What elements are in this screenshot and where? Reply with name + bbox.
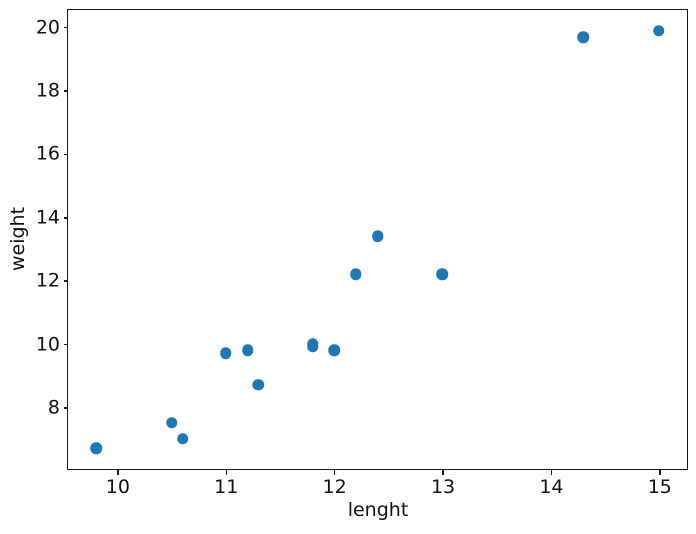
- y-tick-mark: [63, 26, 68, 29]
- x-tick-label: 10: [105, 476, 130, 498]
- x-tick-label: 11: [214, 476, 239, 498]
- scatter-point: [350, 268, 362, 281]
- scatter-point: [653, 25, 665, 37]
- scatter-point: [436, 268, 449, 281]
- x-tick-mark: [333, 470, 336, 475]
- y-tick-label: 10: [35, 333, 60, 356]
- y-tick-mark: [63, 217, 68, 219]
- plot-area: [67, 9, 688, 470]
- x-tick-label: 14: [539, 476, 564, 498]
- scatter-point: [577, 31, 589, 43]
- y-axis-label: weight: [7, 206, 29, 272]
- x-tick-label: 13: [430, 476, 456, 498]
- scatter-point: [176, 432, 189, 445]
- x-tick-label: 12: [322, 476, 347, 498]
- y-tick-label: 16: [35, 142, 60, 165]
- y-tick-mark: [63, 90, 68, 92]
- scatter-point: [252, 379, 265, 391]
- x-axis-label: lenght: [347, 499, 409, 521]
- scatter-point: [371, 230, 384, 243]
- y-tick-label: 18: [35, 79, 60, 102]
- y-tick-label: 20: [35, 16, 60, 39]
- x-tick-mark: [225, 470, 227, 475]
- x-tick-mark: [659, 470, 661, 475]
- scatter-point: [166, 417, 178, 429]
- scatter-point: [90, 442, 102, 454]
- y-tick-mark: [63, 343, 68, 346]
- x-tick-mark: [117, 470, 119, 475]
- x-tick-mark: [550, 470, 553, 475]
- y-tick-mark: [63, 153, 68, 156]
- x-tick-mark: [442, 470, 444, 475]
- scatter-point: [306, 341, 319, 353]
- y-tick-mark: [63, 280, 68, 282]
- scatter-point: [328, 344, 340, 356]
- scatter-point: [241, 344, 254, 356]
- scatter-point: [220, 347, 232, 360]
- y-tick-label: 8: [47, 396, 60, 419]
- y-tick-label: 12: [35, 269, 60, 292]
- y-tick-mark: [63, 407, 68, 409]
- x-tick-label: 15: [647, 476, 672, 498]
- y-tick-label: 14: [35, 206, 60, 229]
